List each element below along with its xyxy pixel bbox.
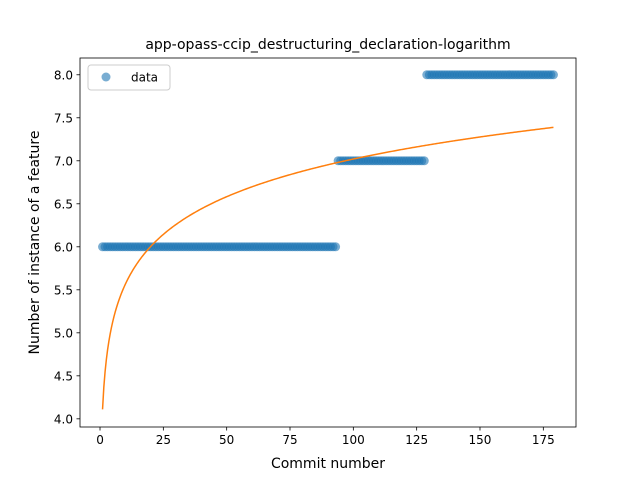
- legend: data: [87, 64, 171, 91]
- y-tick-label: 5.5: [54, 283, 73, 297]
- y-axis: 4.0 4.5 5.0 5.5 6.0 6.5 7.0 7.5 8.0: [54, 68, 80, 426]
- x-tick-label: 175: [532, 433, 555, 447]
- chart-title: app-opass-ccip_destructuring_declaration…: [145, 37, 510, 53]
- y-tick-label: 5.0: [54, 326, 73, 340]
- y-tick-label: 7.5: [54, 111, 73, 125]
- y-tick-label: 6.0: [54, 240, 73, 254]
- data-point: [419, 156, 429, 166]
- plot-area: [98, 70, 558, 410]
- data-point: [548, 70, 558, 80]
- y-tick-label: 7.0: [54, 154, 73, 168]
- x-tick-label: 150: [469, 433, 492, 447]
- y-tick-label: 4.5: [54, 369, 73, 383]
- legend-frame: [87, 64, 171, 91]
- x-tick-label: 25: [156, 433, 171, 447]
- x-tick-label: 50: [219, 433, 234, 447]
- data-point: [331, 242, 341, 252]
- x-tick-label: 0: [96, 433, 104, 447]
- fit-line: [101, 126, 554, 410]
- y-tick-label: 8.0: [54, 68, 73, 82]
- x-tick-label: 100: [342, 433, 365, 447]
- y-axis-label: Number of instance of a feature: [27, 131, 43, 355]
- x-tick-label: 125: [405, 433, 428, 447]
- y-tick-label: 4.0: [54, 412, 73, 426]
- x-tick-label: 75: [282, 433, 297, 447]
- axes-frame: [79, 57, 577, 428]
- x-axis-label: Commit number: [271, 456, 385, 472]
- x-axis: 0 25 50 75 100 125 150 175: [96, 427, 555, 447]
- legend-marker-data: [101, 72, 111, 82]
- y-tick-label: 6.5: [54, 197, 73, 211]
- legend-label-data: data: [131, 71, 158, 85]
